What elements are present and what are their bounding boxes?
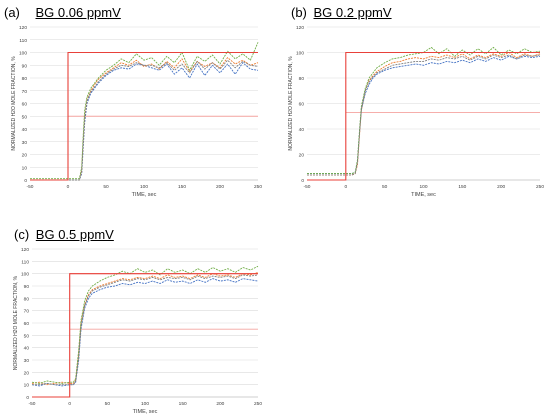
x-tick-label: 0	[344, 184, 347, 190]
y-tick-label: 60	[24, 321, 30, 327]
y-tick-label: 0	[24, 178, 27, 184]
series-line-blue	[307, 55, 541, 175]
x-tick-label: 0	[68, 401, 71, 407]
x-tick-label: -50	[29, 401, 36, 407]
x-tick-label: 250	[536, 184, 544, 190]
y-tick-label: 120	[19, 25, 27, 31]
y-tick-label: 30	[22, 140, 28, 146]
x-tick-label: -50	[304, 184, 311, 190]
y-tick-label: 40	[24, 346, 30, 352]
y-tick-label: 120	[21, 247, 29, 253]
series-line-gray	[30, 59, 259, 181]
x-tick-label: 150	[179, 401, 187, 407]
y-tick-label: 60	[299, 102, 305, 108]
y-tick-label: 100	[19, 51, 27, 57]
x-tick-label: 100	[141, 401, 149, 407]
series-line-orange	[31, 271, 259, 386]
chart-panel-b: (b) BG 0.2 ppmV 0 20 40 60 80 100 120 -50 0 50 100…	[275, 0, 550, 210]
y-tick-label: 110	[19, 38, 27, 44]
panel-title-b: (b) BG 0.2 ppmV	[291, 5, 392, 20]
panel-title-text-a: BG 0.06 ppmV	[35, 5, 121, 20]
step-input-line	[32, 273, 258, 398]
y-tick-label: 20	[24, 370, 30, 376]
y-tick-label: 50	[22, 114, 28, 120]
x-tick-label: 250	[254, 401, 262, 407]
panel-label-c: (c)	[14, 227, 30, 242]
chart-panel-a: (a) BG 0.06 ppmV 0 10 20 30 40 50 60 70 80 90 100 1…	[0, 0, 275, 210]
y-tick-label: 120	[296, 25, 304, 31]
x-tick-label: 150	[458, 184, 466, 190]
y-tick-label: 30	[24, 358, 30, 364]
chart-panel-c: (c) BG 0.5 ppmV 0 10 20 30 40 50 60 70 80 90 100 11…	[0, 222, 275, 420]
y-tick-label: 40	[299, 127, 305, 133]
y-tick-label: 60	[22, 102, 28, 108]
panel-title-a: (a) BG 0.06 ppmV	[4, 5, 121, 20]
x-axis-title: TIME, sec	[133, 409, 158, 415]
x-tick-label: 100	[419, 184, 427, 190]
series-line-blue	[31, 278, 259, 387]
x-tick-label: -50	[27, 184, 34, 190]
y-tick-label: 20	[299, 153, 305, 159]
y-tick-label: 110	[21, 259, 29, 265]
y-tick-label: 100	[21, 272, 29, 278]
panel-label-a: (a)	[4, 5, 20, 20]
y-tick-label: 10	[24, 383, 30, 389]
y-tick-label: 50	[24, 333, 30, 339]
y-tick-label: 70	[24, 309, 30, 315]
x-tick-label: 200	[216, 401, 224, 407]
y-tick-label: 90	[22, 63, 28, 69]
series-line-orange	[30, 57, 259, 181]
y-tick-label: 20	[22, 153, 28, 159]
y-axis-title: NORMALIZED H2O MOLE FRACTION, %	[288, 56, 294, 151]
series-line-green	[30, 42, 259, 180]
x-tick-label: 50	[105, 401, 111, 407]
y-tick-label: 80	[22, 76, 28, 82]
y-tick-label: 40	[22, 127, 28, 133]
panel-title-text-c: BG 0.5 ppmV	[35, 227, 114, 242]
y-tick-label: 70	[22, 89, 28, 95]
series-line-blue	[30, 62, 259, 181]
panel-title-c: (c) BG 0.5 ppmV	[14, 227, 114, 242]
y-tick-label: 90	[24, 284, 30, 290]
x-tick-label: 100	[140, 184, 148, 190]
series-line-gray	[32, 274, 259, 386]
x-axis-title: TIME, sec	[411, 192, 436, 198]
step-input-line	[307, 51, 540, 181]
x-tick-label: 250	[254, 184, 262, 190]
step-input-line	[30, 51, 258, 181]
y-tick-label: 0	[26, 395, 29, 401]
series-line-gray	[307, 54, 541, 176]
y-axis-title: NORMALIZED H2O MOLE FRACTION, %	[11, 56, 17, 151]
panel-title-text-b: BG 0.2 ppmV	[313, 5, 392, 20]
x-tick-label: 50	[103, 184, 109, 190]
x-tick-label: 0	[67, 184, 70, 190]
y-tick-label: 0	[301, 178, 304, 184]
y-tick-label: 10	[22, 165, 28, 171]
y-tick-label: 80	[299, 76, 305, 82]
x-tick-label: 200	[216, 184, 224, 190]
y-tick-label: 100	[296, 51, 304, 57]
x-tick-label: 50	[382, 184, 388, 190]
x-tick-label: 150	[178, 184, 186, 190]
y-axis-title: NORMALIZED H2O MOLE FRACTION, %	[13, 275, 19, 370]
x-axis-title: TIME, sec	[132, 192, 157, 198]
series-line-orange	[307, 52, 541, 176]
panel-label-b: (b)	[291, 5, 307, 20]
x-tick-label: 200	[497, 184, 505, 190]
y-tick-label: 80	[24, 296, 30, 302]
